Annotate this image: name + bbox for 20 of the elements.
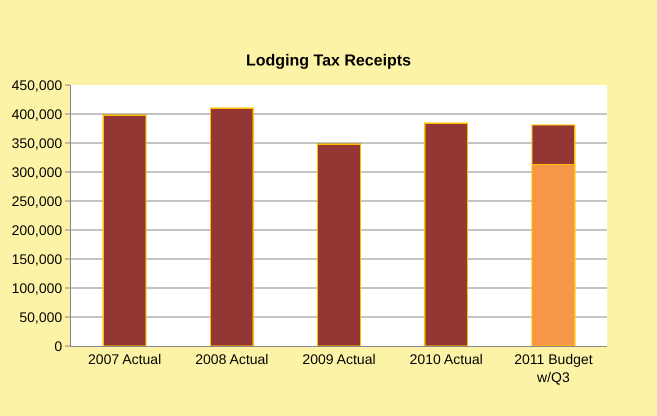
x-tick-label: 2011 Budget w/Q3	[514, 350, 593, 385]
x-tick-label: 2009 Actual	[302, 350, 376, 367]
y-tick-label: 200,000	[12, 222, 62, 238]
bar	[316, 144, 362, 346]
bar	[102, 114, 147, 346]
y-tick-label: 100,000	[12, 280, 62, 296]
y-tick-label: 0	[54, 338, 62, 354]
bar	[210, 108, 254, 346]
y-tick-label: 350,000	[12, 134, 62, 151]
y-tick-label: 450,000	[12, 76, 62, 93]
x-tick-label: 2007 Actual	[88, 350, 162, 367]
y-tick-label: 150,000	[12, 250, 62, 267]
chart-title: Lodging Tax Receipts	[246, 52, 412, 70]
y-tick-label: 400,000	[12, 106, 62, 122]
x-tick-label: 2008 Actual	[195, 350, 268, 367]
x-tick-label: 2010 Actual	[410, 350, 483, 367]
y-tick-label: 250,000	[12, 192, 62, 209]
bar	[424, 122, 468, 346]
y-tick-label: 50,000	[19, 308, 62, 325]
y-tick-label: 300,000	[12, 164, 62, 180]
